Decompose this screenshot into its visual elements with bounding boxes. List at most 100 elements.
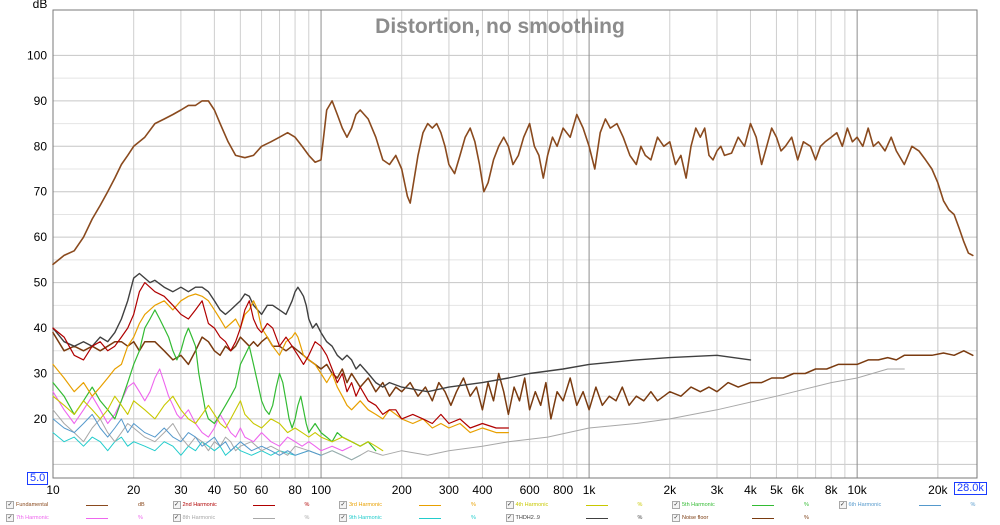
legend-label: 3rd Harmonic bbox=[349, 502, 383, 508]
legend-item[interactable]: ✓ 2nd Harmonic% bbox=[172, 499, 334, 511]
legend-unit: % bbox=[304, 515, 310, 521]
legend-unit: % bbox=[970, 502, 976, 508]
legend-unit: % bbox=[304, 502, 310, 508]
x-tick-label: 6k bbox=[791, 483, 805, 497]
legend-checkbox[interactable]: ✓ bbox=[172, 501, 181, 509]
x-tick-label: 3k bbox=[711, 483, 725, 497]
series-line-thd-h2-9 bbox=[52, 272, 752, 393]
legend-label: Noise floor bbox=[682, 515, 709, 521]
x-tick-label: 5k bbox=[770, 483, 784, 497]
x-tick-label: 20 bbox=[127, 483, 141, 497]
legend-item[interactable]: ✓ Fundamental dB bbox=[6, 499, 167, 511]
legend-item[interactable]: ✓ 4th Harmonic% bbox=[505, 499, 667, 511]
legend-unit: % bbox=[637, 515, 643, 521]
legend-label: Fundamental bbox=[16, 502, 49, 508]
legend-item[interactable]: ✓ 7th Harmonic% bbox=[6, 512, 167, 524]
y-tick-label: 30 bbox=[34, 366, 48, 380]
y-tick-label: 60 bbox=[34, 230, 48, 244]
x-tick-label: 1k bbox=[583, 483, 597, 497]
legend-item[interactable]: ✓ Noise floor% bbox=[672, 512, 833, 524]
plot-frame bbox=[52, 9, 978, 479]
legend-unit: % bbox=[804, 502, 809, 508]
x-tick-label: 20k bbox=[928, 483, 948, 497]
legend-checkbox[interactable]: ✓ bbox=[6, 501, 14, 509]
legend-swatch bbox=[252, 505, 275, 506]
x-tick-label: 400 bbox=[472, 483, 492, 497]
legend-swatch bbox=[86, 505, 108, 506]
legend-swatch bbox=[585, 505, 608, 506]
x-max-range-box[interactable]: 28.0k bbox=[954, 482, 987, 495]
legend-item[interactable]: ✓ 9th Harmonic% bbox=[339, 512, 500, 524]
series-line-7th-harmonic bbox=[52, 368, 353, 452]
legend-swatch bbox=[752, 505, 774, 506]
legend-checkbox[interactable]: ✓ bbox=[505, 514, 514, 522]
legend-item[interactable]: ✓ 8th Harmonic% bbox=[172, 512, 334, 524]
legend-unit: % bbox=[471, 502, 476, 508]
chart-title: Distortion, no smoothing bbox=[375, 15, 625, 38]
series-line-fundamental bbox=[52, 100, 974, 266]
y-tick-label: 50 bbox=[34, 276, 48, 290]
legend-item[interactable]: ✓ 3rd Harmonic% bbox=[339, 499, 500, 511]
x-tick-label: 10k bbox=[847, 483, 867, 497]
legend-checkbox[interactable]: ✓ bbox=[672, 501, 680, 509]
series-line-2nd-harmonic bbox=[52, 282, 509, 429]
y-tick-label: 80 bbox=[34, 139, 48, 153]
y-tick-label: 40 bbox=[34, 321, 48, 335]
legend-swatch bbox=[918, 505, 941, 506]
legend-unit: % bbox=[471, 515, 476, 521]
series-line-6th-harmonic bbox=[52, 413, 322, 456]
x-tick-label: 200 bbox=[392, 483, 412, 497]
legend: ✓ Fundamental dB ✓ 2nd Harmonic% ✓ 3rd Harmoni… bbox=[0, 498, 1000, 525]
x-tick-label: 600 bbox=[520, 483, 540, 497]
legend-label: THDH2..9 bbox=[515, 515, 540, 521]
legend-unit: dB bbox=[138, 502, 145, 508]
legend-label: 6th Harmonic bbox=[848, 502, 882, 508]
distortion-chart: 20 30 40 50 60 70 80 90 100 10 20 30 40 50 60 80 100 200… bbox=[27, 0, 978, 497]
y-tick-label: 100 bbox=[27, 48, 47, 62]
x-tick-label: 10 bbox=[46, 483, 60, 497]
legend-item[interactable]: ✓ 5th Harmonic% bbox=[672, 499, 833, 511]
x-tick-label: 800 bbox=[553, 483, 573, 497]
x-tick-label: 80 bbox=[288, 483, 302, 497]
legend-swatch bbox=[252, 518, 275, 519]
legend-label: 5th Harmonic bbox=[682, 502, 715, 508]
x-tick-label: 100 bbox=[311, 483, 331, 497]
legend-item[interactable]: ✓ 6th Harmonic% bbox=[838, 499, 1000, 511]
y-axis-label: dB bbox=[33, 0, 48, 11]
legend-label: 4th Harmonic bbox=[515, 502, 549, 508]
series-line-5th-harmonic bbox=[52, 309, 377, 452]
legend-checkbox[interactable]: ✓ bbox=[172, 514, 181, 522]
legend-checkbox[interactable]: ✓ bbox=[6, 514, 14, 522]
legend-checkbox[interactable]: ✓ bbox=[672, 514, 680, 522]
legend-swatch bbox=[419, 505, 441, 506]
y-tick-label: 90 bbox=[34, 94, 48, 108]
legend-unit: % bbox=[804, 515, 809, 521]
legend-label: 2nd Harmonic bbox=[182, 502, 217, 508]
legend-checkbox[interactable]: ✓ bbox=[838, 501, 847, 509]
x-tick-label: 300 bbox=[439, 483, 459, 497]
x-tick-label: 4k bbox=[744, 483, 758, 497]
y-tick-label: 20 bbox=[34, 412, 48, 426]
x-tick-label: 8k bbox=[825, 483, 839, 497]
legend-item[interactable]: ✓ THDH2..9% bbox=[505, 512, 667, 524]
legend-label: 9th Harmonic bbox=[349, 515, 382, 521]
legend-swatch bbox=[585, 518, 608, 519]
legend-label: 8th Harmonic bbox=[182, 515, 216, 521]
series-line-noise-floor bbox=[52, 331, 974, 420]
legend-swatch bbox=[752, 518, 774, 519]
y-min-range-box[interactable]: 5.0 bbox=[27, 472, 49, 485]
legend-swatch bbox=[419, 518, 441, 519]
x-tick-label: 40 bbox=[208, 483, 222, 497]
series-line-8th-harmonic bbox=[52, 368, 905, 461]
series-line-4th-harmonic bbox=[52, 395, 384, 452]
plot-grid bbox=[52, 10, 977, 478]
x-tick-label: 50 bbox=[234, 483, 248, 497]
x-tick-label: 30 bbox=[174, 483, 188, 497]
series-line-3rd-harmonic bbox=[52, 293, 509, 434]
legend-checkbox[interactable]: ✓ bbox=[505, 501, 514, 509]
series-layer bbox=[52, 100, 974, 461]
legend-checkbox[interactable]: ✓ bbox=[339, 501, 347, 509]
legend-checkbox[interactable]: ✓ bbox=[339, 514, 347, 522]
legend-label: 7th Harmonic bbox=[16, 515, 49, 521]
legend-unit: % bbox=[138, 515, 143, 521]
